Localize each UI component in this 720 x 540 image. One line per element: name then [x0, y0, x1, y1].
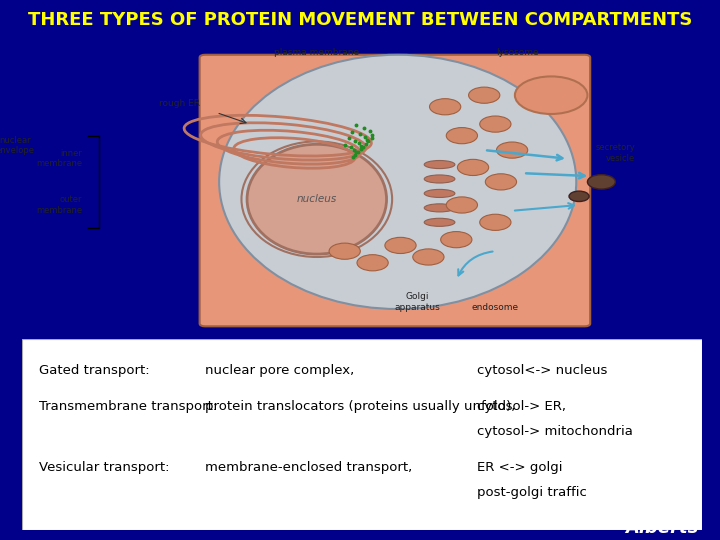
Circle shape — [469, 87, 500, 103]
Text: membrane-enclosed transport,: membrane-enclosed transport, — [205, 461, 413, 474]
Text: cytosol-> mitochondria: cytosol-> mitochondria — [477, 425, 634, 438]
FancyBboxPatch shape — [199, 55, 590, 326]
Ellipse shape — [424, 204, 455, 212]
Text: protein translocators (proteins usually unfold),: protein translocators (proteins usually … — [205, 400, 516, 413]
Text: cytosol<-> nucleus: cytosol<-> nucleus — [477, 363, 608, 376]
Text: Transmembrane transport:: Transmembrane transport: — [39, 400, 217, 413]
Ellipse shape — [247, 144, 387, 254]
Circle shape — [385, 238, 416, 253]
Ellipse shape — [424, 160, 455, 168]
Circle shape — [569, 191, 589, 201]
Circle shape — [515, 77, 588, 114]
Text: nuclear pore complex,: nuclear pore complex, — [205, 363, 354, 376]
Circle shape — [441, 232, 472, 248]
Text: Golgi
apparatus: Golgi apparatus — [395, 293, 440, 312]
Text: Vesicular transport:: Vesicular transport: — [39, 461, 169, 474]
Text: Gated transport:: Gated transport: — [39, 363, 149, 376]
Circle shape — [457, 159, 489, 176]
Text: post-golgi traffic: post-golgi traffic — [477, 486, 588, 499]
Circle shape — [446, 197, 477, 213]
Circle shape — [480, 116, 511, 132]
Text: nucleus: nucleus — [297, 194, 337, 204]
Text: Alberts: Alberts — [625, 519, 698, 537]
Text: plasma membrane: plasma membrane — [274, 48, 359, 57]
FancyBboxPatch shape — [22, 339, 702, 530]
Text: nuclear
envelope: nuclear envelope — [0, 136, 35, 155]
Ellipse shape — [424, 218, 455, 226]
Circle shape — [357, 255, 388, 271]
Text: rough ER: rough ER — [158, 99, 199, 109]
Circle shape — [430, 99, 461, 115]
Ellipse shape — [219, 55, 576, 309]
Text: secretory
vesicle: secretory vesicle — [595, 143, 635, 163]
Circle shape — [497, 142, 528, 158]
Text: endosome: endosome — [472, 303, 519, 312]
Ellipse shape — [424, 175, 455, 183]
Text: outer
membrane: outer membrane — [36, 195, 83, 215]
Circle shape — [588, 174, 616, 189]
Ellipse shape — [424, 190, 455, 198]
Text: ER <-> golgi: ER <-> golgi — [477, 461, 563, 474]
Text: inner
membrane: inner membrane — [36, 149, 83, 168]
Circle shape — [329, 243, 360, 259]
Circle shape — [446, 127, 477, 144]
Circle shape — [413, 249, 444, 265]
Circle shape — [480, 214, 511, 231]
Text: lysosome: lysosome — [496, 48, 539, 57]
Text: cytosol-> ER,: cytosol-> ER, — [477, 400, 567, 413]
Circle shape — [485, 174, 516, 190]
Text: THREE TYPES OF PROTEIN MOVEMENT BETWEEN COMPARTMENTS: THREE TYPES OF PROTEIN MOVEMENT BETWEEN … — [28, 11, 692, 29]
